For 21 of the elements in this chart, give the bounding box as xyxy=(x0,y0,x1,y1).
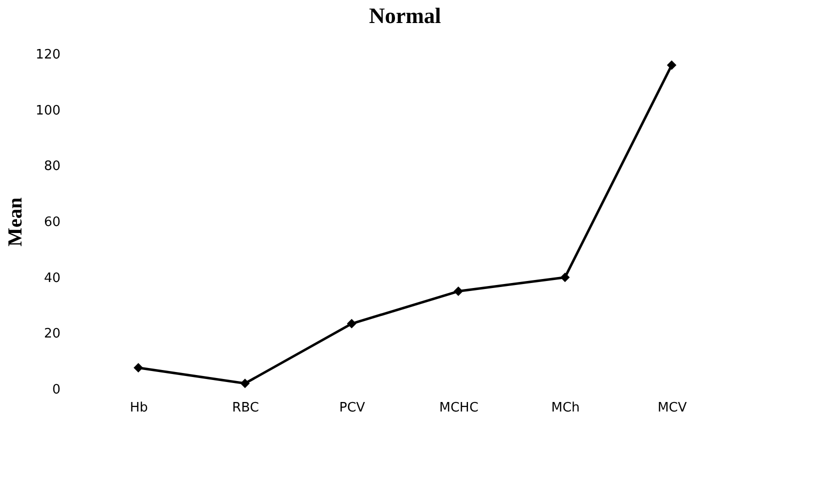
y-tick-label: 80 xyxy=(44,159,60,174)
x-tick-label: MCV xyxy=(658,400,687,416)
point xyxy=(560,272,570,282)
y-tick-label: 40 xyxy=(44,270,60,286)
y-tick-label: 20 xyxy=(44,326,60,342)
y-tick-label: 0 xyxy=(52,382,60,398)
y-axis-title: Mean xyxy=(4,198,27,246)
x-tick-label: Hb xyxy=(130,400,148,416)
x-tick-label: MCh xyxy=(551,400,580,416)
chart-title: Normal xyxy=(368,3,442,28)
point xyxy=(240,378,250,388)
y-tick-label: 100 xyxy=(36,103,60,118)
x-tick-label: RBC xyxy=(232,400,259,416)
point xyxy=(346,318,356,328)
y-tick-label: 60 xyxy=(44,215,60,230)
point xyxy=(134,363,144,373)
x-tick-label: PCV xyxy=(339,400,366,416)
y-tick-label: 120 xyxy=(36,48,60,62)
x-tick-label: MCHC xyxy=(439,400,478,416)
point xyxy=(454,286,464,296)
point xyxy=(666,60,676,70)
